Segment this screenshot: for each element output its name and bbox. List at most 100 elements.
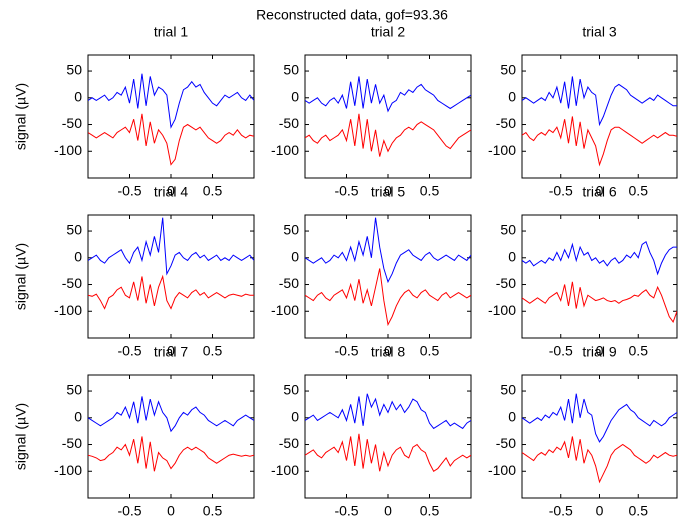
subplot: -0.5 0 0.5 -100 -50 0 50 trial 7 signal (µV) bbox=[13, 344, 255, 519]
y-tick-label: 0 bbox=[291, 248, 299, 264]
signal-line bbox=[522, 281, 677, 324]
subplot: -0.5 0 0.5 -100 -50 0 50 trial 2 bbox=[271, 24, 472, 199]
y-tick-label: -100 bbox=[271, 142, 299, 158]
y-tick-label: 50 bbox=[66, 62, 82, 78]
y-tick-label: -50 bbox=[279, 435, 299, 451]
subplot: -0.5 0 0.5 -100 -50 0 50 trial 4 signal (µV) bbox=[13, 184, 255, 359]
y-tick-label: -50 bbox=[496, 275, 516, 291]
x-tick-label: -0.5 bbox=[117, 343, 141, 359]
signal-line bbox=[522, 393, 677, 443]
x-tick-label: -0.5 bbox=[117, 183, 141, 199]
y-tick-label: -100 bbox=[488, 142, 516, 158]
y-tick-label: 50 bbox=[283, 222, 299, 238]
x-tick-label: 0 bbox=[384, 183, 392, 199]
x-tick-label: 0 bbox=[167, 183, 175, 199]
x-tick-label: -0.5 bbox=[549, 183, 573, 199]
figure-title: Reconstructed data, gof=93.36 bbox=[256, 7, 448, 23]
y-tick-label: 50 bbox=[500, 382, 516, 398]
plot-area bbox=[304, 214, 472, 339]
y-tick-label: -50 bbox=[279, 275, 299, 291]
signal-line bbox=[305, 113, 471, 157]
y-axis-label: signal (µV) bbox=[13, 83, 29, 150]
subplot: -0.5 0 0.5 -100 -50 0 50 trial 9 bbox=[488, 344, 678, 519]
subplot: -0.5 0 0.5 -100 -50 0 50 trial 1 signal (µV) bbox=[13, 24, 255, 199]
x-tick-label: 0.5 bbox=[629, 183, 649, 199]
y-tick-label: -100 bbox=[488, 302, 516, 318]
y-tick-label: -100 bbox=[488, 462, 516, 478]
y-tick-label: 50 bbox=[500, 62, 516, 78]
plot-area bbox=[521, 214, 678, 339]
y-tick-label: -50 bbox=[279, 115, 299, 131]
y-tick-label: -100 bbox=[54, 302, 82, 318]
signal-line bbox=[88, 274, 254, 310]
signal-line bbox=[88, 436, 254, 472]
plot-area bbox=[304, 54, 472, 179]
subplot: -0.5 0 0.5 -100 -50 0 50 trial 6 bbox=[488, 184, 678, 359]
plot-area bbox=[521, 54, 678, 179]
y-tick-label: -50 bbox=[62, 435, 82, 451]
plot-area bbox=[304, 374, 472, 499]
x-tick-label: -0.5 bbox=[117, 503, 141, 519]
x-tick-label: -0.5 bbox=[549, 343, 573, 359]
signal-line bbox=[305, 433, 471, 472]
signal-line bbox=[522, 240, 677, 276]
x-tick-label: -0.5 bbox=[334, 343, 358, 359]
y-tick-label: -50 bbox=[496, 115, 516, 131]
y-tick-label: 50 bbox=[66, 382, 82, 398]
x-tick-label: 0.5 bbox=[203, 183, 223, 199]
x-tick-label: 0 bbox=[167, 503, 175, 519]
subplot-title: trial 6 bbox=[582, 184, 616, 200]
subplot-title: trial 2 bbox=[371, 24, 405, 40]
subplot-title: trial 8 bbox=[371, 344, 405, 360]
y-tick-label: -50 bbox=[496, 435, 516, 451]
x-tick-label: 0.5 bbox=[420, 183, 440, 199]
x-tick-label: 0.5 bbox=[203, 503, 223, 519]
subplot-title: trial 1 bbox=[154, 24, 188, 40]
signal-line bbox=[305, 268, 471, 327]
subplot: -0.5 0 0.5 -100 -50 0 50 trial 3 bbox=[488, 24, 678, 199]
y-tick-label: 0 bbox=[508, 248, 516, 264]
y-tick-label: 0 bbox=[291, 408, 299, 424]
y-tick-label: 50 bbox=[500, 222, 516, 238]
signal-line bbox=[522, 76, 677, 127]
y-tick-label: 50 bbox=[283, 62, 299, 78]
signal-line bbox=[88, 396, 254, 433]
x-tick-label: 0.5 bbox=[420, 343, 440, 359]
y-tick-label: 0 bbox=[508, 88, 516, 104]
y-tick-label: 0 bbox=[74, 88, 82, 104]
subplot-title: trial 7 bbox=[154, 344, 188, 360]
y-tick-label: 0 bbox=[74, 408, 82, 424]
plot-area bbox=[87, 374, 255, 499]
x-tick-label: 0 bbox=[384, 503, 392, 519]
plot-area bbox=[521, 374, 678, 499]
signal-line bbox=[88, 217, 254, 276]
y-axis-label: signal (µV) bbox=[13, 403, 29, 470]
subplot-title: trial 9 bbox=[582, 344, 616, 360]
x-tick-label: 0 bbox=[596, 343, 604, 359]
signal-line bbox=[522, 436, 677, 484]
y-tick-label: 50 bbox=[66, 222, 82, 238]
y-tick-label: -50 bbox=[62, 275, 82, 291]
subplot-title: trial 5 bbox=[371, 184, 405, 200]
y-tick-label: 0 bbox=[74, 248, 82, 264]
y-tick-label: 0 bbox=[508, 408, 516, 424]
y-tick-label: -50 bbox=[62, 115, 82, 131]
x-tick-label: 0 bbox=[596, 503, 604, 519]
x-tick-label: 0 bbox=[167, 343, 175, 359]
y-tick-label: -100 bbox=[54, 462, 82, 478]
x-tick-label: -0.5 bbox=[549, 503, 573, 519]
y-tick-label: -100 bbox=[271, 462, 299, 478]
y-axis-label: signal (µV) bbox=[13, 243, 29, 310]
x-tick-label: 0.5 bbox=[629, 503, 649, 519]
signal-line bbox=[305, 217, 471, 284]
signal-line bbox=[305, 76, 471, 113]
x-tick-label: 0.5 bbox=[420, 503, 440, 519]
y-tick-label: 50 bbox=[283, 382, 299, 398]
signal-line bbox=[522, 116, 677, 167]
x-tick-label: 0.5 bbox=[629, 343, 649, 359]
plot-area bbox=[87, 214, 255, 339]
x-tick-label: -0.5 bbox=[334, 183, 358, 199]
subplot-title: trial 3 bbox=[582, 24, 616, 40]
subplot: -0.5 0 0.5 -100 -50 0 50 trial 5 bbox=[271, 184, 472, 359]
